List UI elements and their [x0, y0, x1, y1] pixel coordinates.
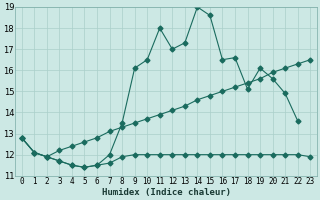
X-axis label: Humidex (Indice chaleur): Humidex (Indice chaleur)	[101, 188, 230, 197]
